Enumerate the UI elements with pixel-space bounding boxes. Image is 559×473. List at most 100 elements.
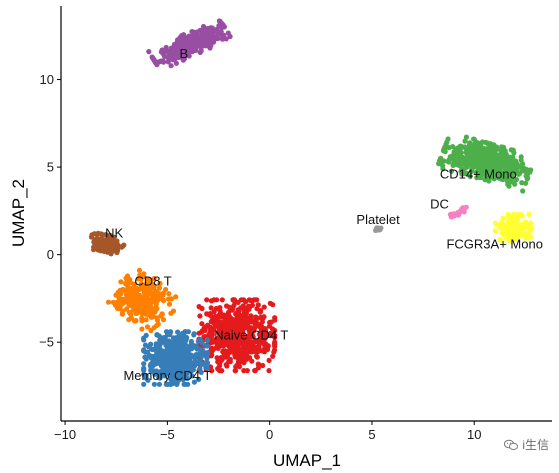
data-point: [219, 368, 225, 374]
data-point: [492, 220, 499, 226]
data-point: [502, 155, 508, 161]
data-point: [490, 161, 496, 167]
cluster-label-b: B: [179, 46, 188, 61]
data-point: [500, 215, 506, 221]
data-point: [523, 235, 529, 241]
cluster-nk-points: [88, 230, 127, 257]
data-point: [215, 315, 221, 321]
data-point: [148, 341, 154, 347]
data-point: [252, 297, 258, 303]
data-point: [154, 332, 160, 338]
data-point: [512, 218, 518, 224]
data-point: [227, 307, 233, 313]
x-tick-label: 5: [368, 427, 375, 442]
data-point: [167, 366, 173, 372]
data-point: [208, 313, 214, 319]
data-point: [239, 341, 245, 347]
data-point: [270, 353, 276, 359]
data-point: [490, 147, 497, 154]
data-point: [477, 153, 483, 159]
data-point: [207, 45, 213, 51]
data-point: [258, 323, 264, 329]
data-point: [106, 235, 113, 241]
data-point: [130, 299, 136, 305]
data-point: [116, 295, 122, 301]
cluster-fcgr3a-mono-points: [492, 211, 534, 244]
cluster-b-points: [146, 18, 233, 69]
data-point: [145, 278, 151, 284]
cluster-label-nk: NK: [105, 225, 123, 240]
data-point: [505, 211, 511, 217]
cluster-labels-layer: B NK CD8 T Naive CD4 T Memory CD4 T CD14+ Mon…: [105, 46, 543, 383]
data-point: [235, 319, 241, 325]
data-point: [462, 144, 468, 150]
data-point: [176, 353, 182, 359]
data-point: [193, 343, 199, 349]
data-point: [126, 302, 132, 308]
data-point: [501, 144, 507, 150]
data-point: [236, 358, 242, 364]
data-point: [150, 313, 156, 319]
data-point: [160, 297, 166, 303]
data-point: [253, 323, 259, 329]
data-point: [95, 236, 101, 242]
data-point: [522, 168, 528, 174]
data-point: [484, 162, 490, 168]
data-point: [148, 346, 154, 352]
data-point: [161, 372, 167, 378]
data-point: [208, 305, 214, 311]
data-point: [91, 239, 97, 245]
data-point: [444, 139, 450, 145]
data-point: [216, 329, 222, 335]
data-point: [155, 352, 161, 358]
data-point: [96, 241, 102, 247]
data-point: [246, 306, 252, 312]
data-point: [118, 302, 124, 308]
x-tick-label: −5: [160, 427, 175, 442]
data-point: [197, 49, 203, 56]
data-point: [468, 153, 474, 159]
data-point: [168, 345, 174, 351]
data-point: [141, 361, 147, 367]
data-point: [152, 360, 158, 366]
data-point: [457, 144, 463, 150]
y-tick-label: −5: [39, 335, 54, 350]
data-point: [175, 44, 181, 50]
data-point: [256, 344, 262, 350]
data-point: [134, 293, 140, 299]
data-point: [153, 299, 159, 305]
data-point: [141, 347, 147, 353]
data-point: [268, 319, 274, 325]
data-point: [242, 321, 248, 327]
cluster-label-memory-cd4-t: Memory CD4 T: [123, 368, 211, 383]
data-point: [215, 35, 221, 42]
data-point: [272, 332, 278, 338]
wechat-icon: [504, 439, 519, 450]
cluster-label-cd8-t: CD8 T: [134, 273, 171, 288]
data-point: [462, 138, 468, 144]
cluster-cd14-mono-points: [436, 134, 534, 194]
data-point: [221, 339, 227, 345]
data-point: [199, 321, 205, 327]
data-point: [209, 352, 215, 358]
data-point: [151, 325, 157, 331]
data-point: [238, 297, 244, 303]
data-point: [204, 26, 210, 32]
data-point: [224, 353, 230, 359]
ticks-layer: −10 −5 0 5 10 −5 0 5 10: [39, 72, 481, 442]
data-point: [242, 315, 248, 322]
data-point: [472, 151, 478, 157]
data-point: [232, 348, 238, 354]
data-point: [445, 159, 451, 165]
data-point: [491, 142, 497, 148]
data-point: [151, 275, 157, 282]
data-point: [233, 330, 239, 336]
data-point: [196, 376, 202, 382]
data-point: [505, 229, 511, 235]
data-point: [196, 330, 202, 336]
data-point: [158, 49, 164, 55]
data-point: [490, 174, 496, 180]
data-point: [190, 361, 196, 367]
data-point: [222, 326, 228, 332]
